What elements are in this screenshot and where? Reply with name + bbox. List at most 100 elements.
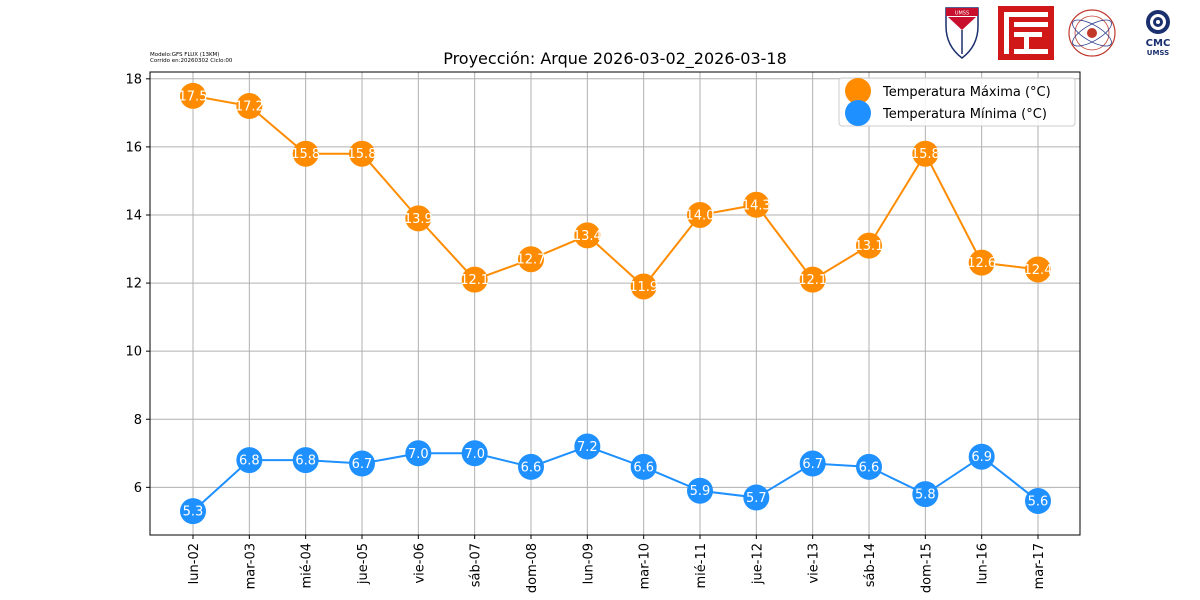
point-min <box>349 450 375 477</box>
data-label-min: 6.9 <box>971 450 992 465</box>
series-group: 17.5 17.2 15.8 15.8 13.9 12.1 12.7 13.4 11.9 14.0… <box>179 82 1053 525</box>
point-min <box>292 447 319 474</box>
data-label-min: 5.6 <box>1028 494 1049 509</box>
x-tick-label: vie-13 <box>807 543 822 584</box>
red-emblem-logo <box>998 6 1054 60</box>
x-tick-label: lun-09 <box>581 543 596 584</box>
point-min <box>743 484 770 511</box>
data-label-max: 12.1 <box>798 273 827 288</box>
x-tick-label: sáb-14 <box>863 543 878 587</box>
x-tick-label: mar-17 <box>1032 543 1047 589</box>
x-tick-label: lun-02 <box>187 543 202 584</box>
legend: Temperatura Máxima (°C) Temperatura Míni… <box>838 77 1076 127</box>
data-label-max: 17.5 <box>179 89 208 104</box>
point-max <box>912 140 939 167</box>
model-line: Modelo:GFS FLUX (13KM) <box>150 52 220 58</box>
axes: lun-02 mar-03 mié-04 jue-05 vie-06 sáb-07 dom-… <box>125 72 1047 593</box>
x-tick-label: mar-10 <box>638 543 653 589</box>
x-tick-label: vie-06 <box>412 543 427 584</box>
run-line: Corrido en:20260302 Ciclo:00 <box>150 58 233 64</box>
point-max <box>461 266 488 293</box>
x-tick-label: mar-03 <box>243 543 258 589</box>
x-tick-label: jue-12 <box>750 543 765 585</box>
data-label-min: 5.8 <box>915 488 936 503</box>
data-label-min: 6.6 <box>521 460 542 475</box>
x-tick-label: jue-05 <box>356 543 371 585</box>
x-tick-label: dom-15 <box>919 543 934 593</box>
point-min <box>968 443 995 470</box>
point-max <box>799 266 826 293</box>
cmc-logo-subtext: UMSS <box>1147 49 1169 57</box>
data-label-max: 13.1 <box>855 239 884 254</box>
data-label-max: 14.3 <box>742 198 771 213</box>
point-max <box>180 82 206 109</box>
seal-logo <box>1068 9 1116 57</box>
data-label-min: 5.3 <box>183 505 204 520</box>
data-label-max: 12.4 <box>1024 263 1053 278</box>
legend-label-max: Temperatura Máxima (°C) <box>882 85 1051 100</box>
point-min <box>630 453 657 480</box>
point-min <box>912 481 939 508</box>
plot-frame <box>149 71 1081 536</box>
point-min <box>687 477 713 504</box>
point-min <box>236 447 263 474</box>
y-tick-label: 16 <box>125 140 142 155</box>
data-label-min: 6.6 <box>859 460 880 475</box>
data-label-max: 17.2 <box>235 100 264 115</box>
data-label-min: 6.7 <box>352 457 373 472</box>
y-tick-label: 14 <box>125 208 142 223</box>
x-tick-label: sáb-07 <box>469 543 484 587</box>
umss-shield-logo: UMSS <box>945 7 979 59</box>
legend-marker-min <box>845 100 871 126</box>
data-label-min: 5.9 <box>690 484 711 499</box>
data-label-min: 6.8 <box>239 454 260 469</box>
model-info-note: Modelo:GFS FLUX (13KM) Corrido en:202603… <box>150 52 232 64</box>
y-tick-label: 10 <box>125 345 142 360</box>
point-max <box>236 93 263 120</box>
legend-box <box>838 77 1076 127</box>
chart-title: Proyección: Arque 2026-03-02_2026-03-18 <box>443 49 787 69</box>
point-max <box>574 222 601 249</box>
data-label-max: 13.9 <box>404 212 433 227</box>
y-tick-label: 6 <box>134 481 142 496</box>
data-label-min: 7.0 <box>408 447 429 462</box>
x-tick-label: mié-11 <box>694 543 709 589</box>
point-max <box>405 205 432 232</box>
point-min <box>856 453 882 480</box>
umss-logo-text: UMSS <box>955 11 969 17</box>
x-tick-label: lun-16 <box>976 543 991 584</box>
x-tick-label: mié-04 <box>300 543 315 589</box>
point-max <box>743 191 770 218</box>
y-tick-label: 8 <box>134 413 142 428</box>
point-max <box>968 249 995 276</box>
point-min <box>405 440 432 467</box>
y-tick-label: 18 <box>125 72 142 87</box>
point-min <box>518 453 544 480</box>
series-line-max <box>192 94 1039 288</box>
legend-label-min: Temperatura Mínima (°C) <box>882 107 1047 122</box>
data-label-min: 5.7 <box>746 491 767 506</box>
point-max <box>349 140 375 167</box>
data-label-min: 7.2 <box>577 440 598 455</box>
data-label-max: 15.8 <box>348 147 377 162</box>
data-label-max: 12.6 <box>967 256 996 271</box>
data-label-max: 11.9 <box>629 280 658 295</box>
data-label-max: 12.7 <box>517 253 546 268</box>
point-min <box>574 433 601 460</box>
cmc-logo-text: CMC <box>1146 38 1171 49</box>
cmc-logo: CMC UMSS <box>1146 10 1171 57</box>
data-label-min: 6.7 <box>802 457 823 472</box>
legend-marker-max <box>845 78 871 104</box>
series-line-min <box>192 445 1039 512</box>
data-label-min: 6.8 <box>295 454 316 469</box>
data-label-max: 14.0 <box>686 208 715 223</box>
grid-lines <box>150 72 1080 535</box>
data-label-min: 7.0 <box>464 447 485 462</box>
data-label-min: 6.6 <box>633 460 654 475</box>
y-tick-label: 12 <box>125 277 142 292</box>
point-max <box>1025 256 1051 283</box>
data-label-max: 13.4 <box>573 229 602 244</box>
data-label-max: 15.8 <box>291 147 320 162</box>
point-max <box>630 273 657 300</box>
